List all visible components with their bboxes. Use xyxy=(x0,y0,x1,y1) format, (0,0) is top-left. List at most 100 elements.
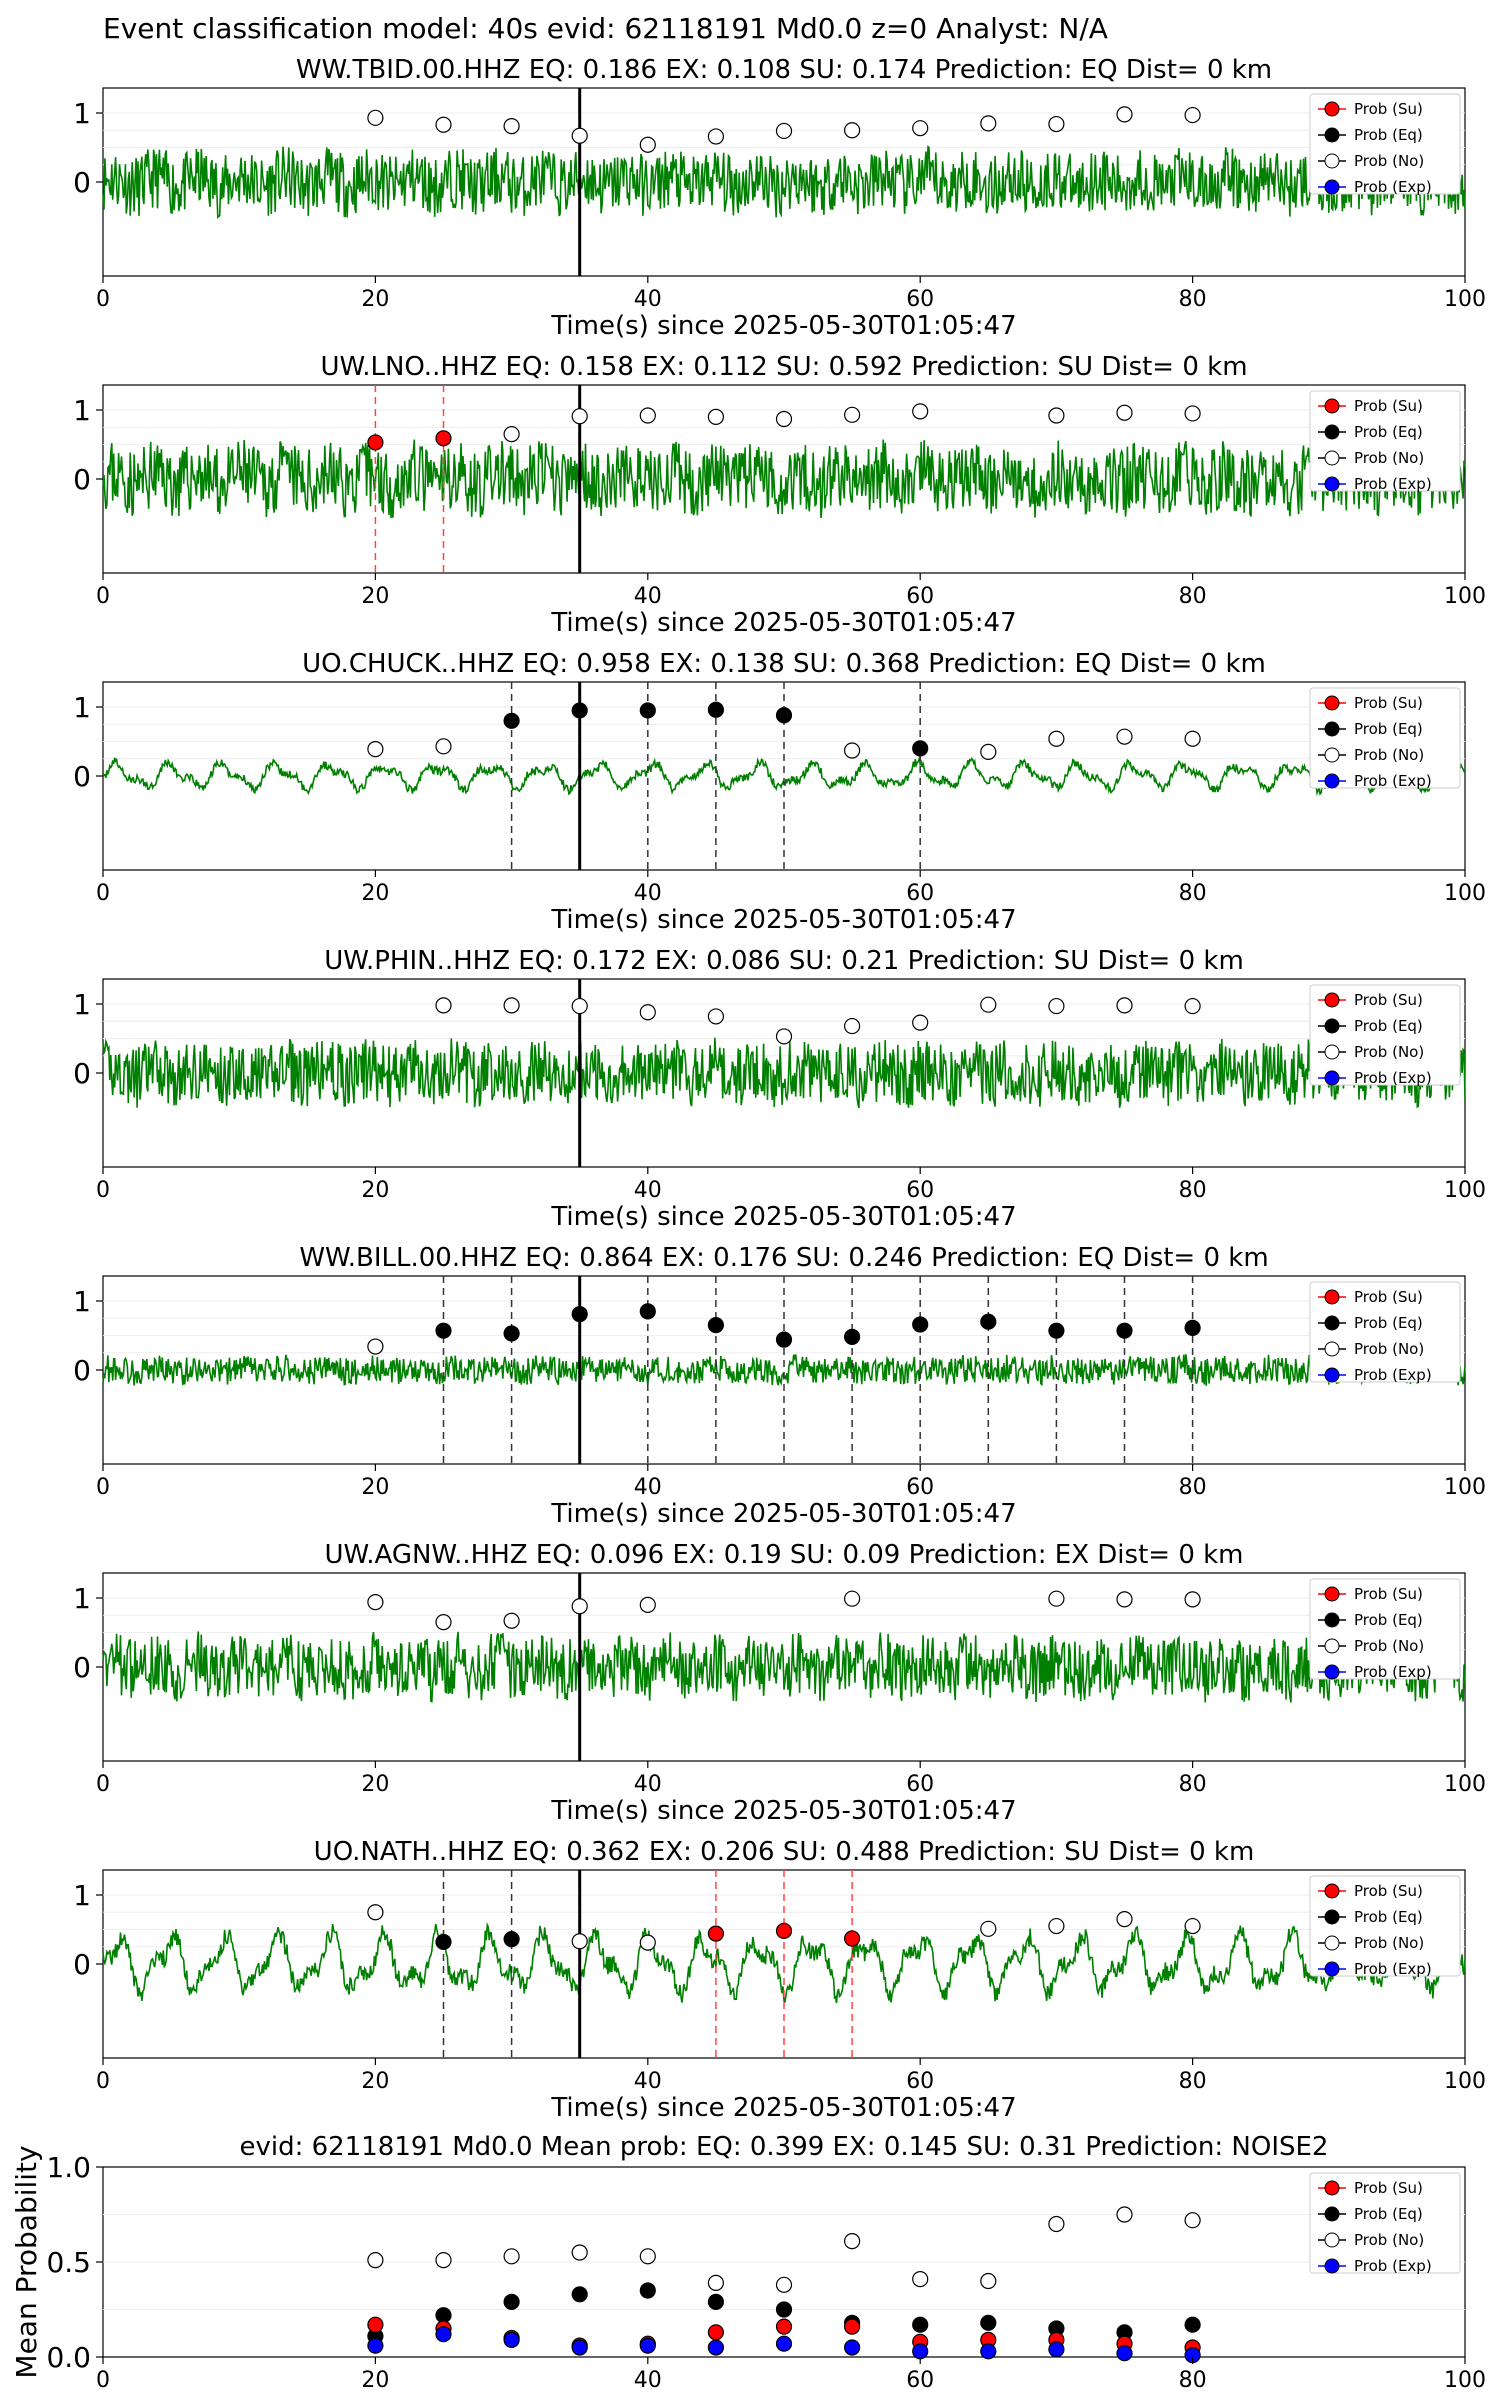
legend-label-1: Prob (Eq) xyxy=(1354,1314,1423,1332)
legend-label-0: Prob (Su) xyxy=(1354,1585,1423,1603)
legend-label-2: Prob (No) xyxy=(1354,152,1424,170)
legend-marker xyxy=(1324,398,1340,414)
legend-label-3: Prob (Exp) xyxy=(1354,1960,1432,1978)
noise-prob-point xyxy=(775,410,793,428)
x-tick-label: 100 xyxy=(1444,1178,1486,1203)
noise-prob-point xyxy=(571,408,588,425)
mean-point-eq xyxy=(571,2286,588,2303)
mean-point-su xyxy=(843,2318,861,2335)
legend-marker xyxy=(1324,1961,1340,1977)
noise-prob-point xyxy=(1048,730,1065,747)
x-tick-label: 20 xyxy=(361,881,389,906)
legend-marker xyxy=(1324,153,1340,169)
legend-marker xyxy=(1324,1935,1340,1951)
mean-point-exp xyxy=(912,2343,929,2360)
legend-label-1: Prob (Eq) xyxy=(1354,1908,1423,1926)
legend-marker xyxy=(1324,1341,1340,1357)
x-tick-label: 60 xyxy=(906,2069,934,2094)
noise-prob-point xyxy=(843,1590,861,1607)
x-axis-label: Time(s) since 2025-05-30T01:05:47 xyxy=(550,1202,1016,1232)
mean-point-exp xyxy=(843,2339,861,2356)
mean-point-exp xyxy=(775,2335,793,2352)
y-tick-label: 0.5 xyxy=(46,2246,91,2279)
legend-label-2: Prob (No) xyxy=(1354,1934,1424,1952)
noise-prob-point xyxy=(639,136,656,153)
eq-prob-point xyxy=(503,1325,520,1342)
noise-prob-point xyxy=(1048,1917,1065,1935)
noise-prob-point xyxy=(1116,997,1133,1014)
x-tick-label: 40 xyxy=(634,287,662,312)
legend-marker xyxy=(1324,721,1340,737)
noise-prob-point xyxy=(775,122,793,140)
x-tick-label: 100 xyxy=(1444,584,1486,609)
su-prob-point xyxy=(367,434,384,451)
x-tick-label: 80 xyxy=(1179,1178,1207,1203)
eq-prob-point xyxy=(1048,1322,1065,1339)
x-tick-label: 80 xyxy=(1179,287,1207,312)
x-tick-label: 0 xyxy=(96,287,110,312)
noise-prob-point xyxy=(980,1920,997,1937)
noise-prob-point xyxy=(1048,115,1065,133)
noise-prob-point xyxy=(1116,728,1133,745)
y-tick-label: 0 xyxy=(73,1651,91,1684)
noise-prob-point xyxy=(980,115,997,132)
x-tick-label: 20 xyxy=(361,1772,389,1797)
noise-prob-point xyxy=(639,1596,656,1614)
mean-point-no xyxy=(912,2271,929,2288)
x-tick-label: 100 xyxy=(1444,881,1486,906)
y-tick-label: 1 xyxy=(73,1285,91,1318)
noise-prob-point xyxy=(707,128,725,145)
panel-title: WW.BILL.00.HHZ EQ: 0.864 EX: 0.176 SU: 0… xyxy=(299,1243,1268,1273)
x-tick-label: 40 xyxy=(634,2368,662,2393)
mean-point-no xyxy=(775,2276,793,2293)
legend-label-2: Prob (No) xyxy=(1354,746,1424,764)
legend-label-1: Prob (Eq) xyxy=(1354,2205,1423,2223)
x-tick-label: 60 xyxy=(906,2368,934,2393)
mean-point-su xyxy=(775,2318,793,2335)
mean-point-no xyxy=(707,2274,725,2291)
x-tick-label: 60 xyxy=(906,1772,934,1797)
eq-prob-point xyxy=(503,1931,520,1948)
eq-prob-point xyxy=(980,1313,997,1330)
mean-point-no xyxy=(980,2272,997,2290)
eq-prob-point xyxy=(1184,1319,1201,1337)
eq-prob-point xyxy=(707,1317,725,1334)
station-panel-6: UO.NATH..HHZ EQ: 0.362 EX: 0.206 SU: 0.4… xyxy=(73,1837,1486,2123)
noise-prob-point xyxy=(1184,106,1201,124)
station-panel-1: UW.LNO..HHZ EQ: 0.158 EX: 0.112 SU: 0.59… xyxy=(73,352,1486,638)
noise-prob-point xyxy=(367,1338,384,1355)
legend-marker xyxy=(1324,1638,1340,1654)
station-panel-4: WW.BILL.00.HHZ EQ: 0.864 EX: 0.176 SU: 0… xyxy=(73,1243,1486,1529)
mean-point-no xyxy=(503,2248,520,2265)
mean-point-no xyxy=(1116,2206,1133,2223)
noise-prob-point xyxy=(1184,997,1201,1015)
legend-label-1: Prob (Eq) xyxy=(1354,1017,1423,1035)
legend-marker xyxy=(1324,695,1340,711)
x-axis-label: Time(s) since 2025-05-30T01:05:47 xyxy=(550,905,1016,935)
panel-title: UW.PHIN..HHZ EQ: 0.172 EX: 0.086 SU: 0.2… xyxy=(324,946,1244,976)
mean-point-eq xyxy=(639,2282,656,2299)
waveform-trace xyxy=(102,1037,1466,1109)
legend-label-0: Prob (Su) xyxy=(1354,1288,1423,1306)
legend-label-0: Prob (Su) xyxy=(1354,100,1423,118)
waveform-trace xyxy=(102,145,1466,219)
figure-suptitle: Event classification model: 40s evid: 62… xyxy=(103,12,1108,45)
panel-title: UW.AGNW..HHZ EQ: 0.096 EX: 0.19 SU: 0.09… xyxy=(324,1540,1243,1570)
x-tick-label: 20 xyxy=(361,584,389,609)
legend-box xyxy=(1309,984,1461,1086)
legend-label-1: Prob (Eq) xyxy=(1354,720,1423,738)
noise-prob-point xyxy=(980,743,997,760)
x-tick-label: 20 xyxy=(361,287,389,312)
noise-prob-point xyxy=(367,740,384,758)
noise-prob-point xyxy=(707,408,725,425)
y-tick-label: 1 xyxy=(73,1582,91,1615)
legend-label-0: Prob (Su) xyxy=(1354,397,1423,415)
noise-prob-point xyxy=(639,1934,656,1951)
noise-prob-point xyxy=(843,406,861,423)
noise-prob-point xyxy=(1184,730,1201,747)
eq-prob-point xyxy=(435,1322,452,1339)
noise-prob-point xyxy=(707,1008,725,1025)
panel-title: WW.TBID.00.HHZ EQ: 0.186 EX: 0.108 SU: 0… xyxy=(296,55,1272,85)
legend-box xyxy=(1309,1875,1461,1977)
